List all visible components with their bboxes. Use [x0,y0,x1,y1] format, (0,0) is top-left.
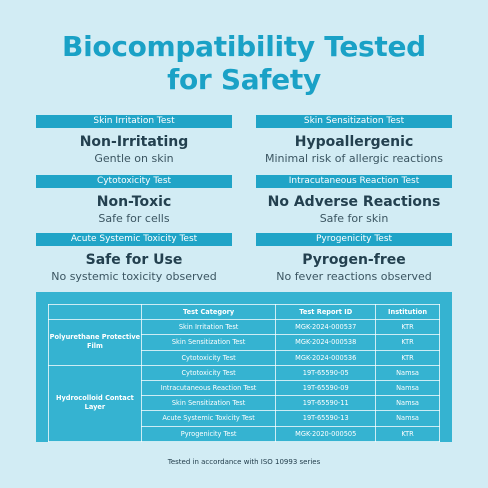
card-heading: Safe for Use [85,252,183,268]
table-cell: Namsa [375,364,440,381]
table-header: Test Category [140,303,277,321]
table-cell: MGK-2024-000538 [275,334,377,351]
card-subtext: Minimal risk of allergic reactions [264,152,444,165]
card-tag: Acute Systemic Toxicity Test [36,233,232,246]
table-cell: Skin Sensitization Test [140,334,277,351]
table-row: Acute Systemic Toxicity Test 19T-65590-1… [49,410,440,427]
card-subtext: Gentle on skin [94,152,174,165]
table-cell: KTR [375,319,440,336]
table-row: Hydrocolloid Contact Layer Cytotoxicity … [48,364,440,442]
group-label: Polyurethane Protective Film [48,319,142,366]
card-tag: Skin Sensitization Test [256,115,452,128]
table-cell: MGK-2024-000537 [275,319,377,336]
table-row: Polyurethane Protective Film Skin Irrita… [48,319,440,366]
table-cell: Intracutaneous Reaction Test [140,379,277,397]
table-cell: Namsa [375,379,440,397]
title-line-1: Biocompatibility Tested [62,30,426,63]
table-cell: Pyrogenicity Test [140,425,277,442]
table-cell: 19T-65590-09 [275,379,377,397]
card-intracutaneous: Intracutaneous Reaction Test No Adverse … [256,175,452,226]
table-header [48,303,142,321]
footnote: Tested in accordance with ISO 10993 seri… [167,458,321,466]
table-row: Cytotoxicity Test MGK-2024-000536 KTR [49,349,440,366]
results-table: Test Category Test Report ID Institution… [48,303,440,442]
card-cytotoxicity: Cytotoxicity Test Non-Toxic Safe for cel… [36,175,232,226]
table-cell: Namsa [375,395,440,412]
table-row: Pyrogenicity Test MGK-2020-000505 KTR [49,425,440,442]
results-table-panel: Test Category Test Report ID Institution… [36,292,452,442]
card-skin-irritation: Skin Irritation Test Non-Irritating Gent… [36,115,232,166]
table-cell: Skin Irritation Test [140,319,277,336]
card-heading: Hypoallergenic [294,134,414,150]
card-subtext: No fever reactions observed [276,270,432,283]
card-tag: Pyrogenicity Test [256,233,452,246]
title-line-2: for Safety [167,63,321,96]
table-cell: KTR [375,425,440,442]
table-header: Institution [375,303,440,321]
card-subtext: No systemic toxicity observed [51,270,217,283]
card-subtext: Safe for cells [98,212,170,225]
table-header-row: Test Category Test Report ID Institution [48,303,440,321]
card-heading: Non-Irritating [79,134,189,150]
table-row: Skin Sensitization Test 19T-65590-11 Nam… [49,395,440,412]
card-tag: Intracutaneous Reaction Test [256,175,452,188]
card-tag: Skin Irritation Test [36,115,232,128]
table-header: Test Report ID [275,303,377,321]
card-skin-sensitization: Skin Sensitization Test Hypoallergenic M… [256,115,452,166]
card-acute-systemic: Acute Systemic Toxicity Test Safe for Us… [36,233,232,284]
table-cell: Cytotoxicity Test [140,349,277,366]
table-cell: Skin Sensitization Test [140,395,277,412]
table-cell: MGK-2024-000536 [275,349,377,366]
card-pyrogenicity: Pyrogenicity Test Pyrogen-free No fever … [256,233,452,284]
table-cell: 19T-65590-13 [275,410,377,427]
card-heading: Non-Toxic [96,194,172,210]
table-cell: Namsa [375,410,440,427]
group-label: Hydrocolloid Contact Layer [48,364,142,442]
table-cell: Acute Systemic Toxicity Test [140,410,277,427]
table-cell: Cytotoxicity Test [140,364,277,381]
card-heading: Pyrogen-free [302,252,406,268]
card-subtext: Safe for skin [319,212,389,225]
table-cell: 19T-65590-05 [275,364,377,381]
table-cell: KTR [375,334,440,351]
table-cell: 19T-65590-11 [275,395,377,412]
page-title: Biocompatibility Tested for Safety [0,30,488,96]
card-heading: No Adverse Reactions [267,194,441,210]
table-row: Skin Sensitization Test MGK-2024-000538 … [49,334,440,351]
card-tag: Cytotoxicity Test [36,175,232,188]
table-cell: MGK-2020-000505 [275,425,377,442]
table-cell: KTR [375,349,440,366]
